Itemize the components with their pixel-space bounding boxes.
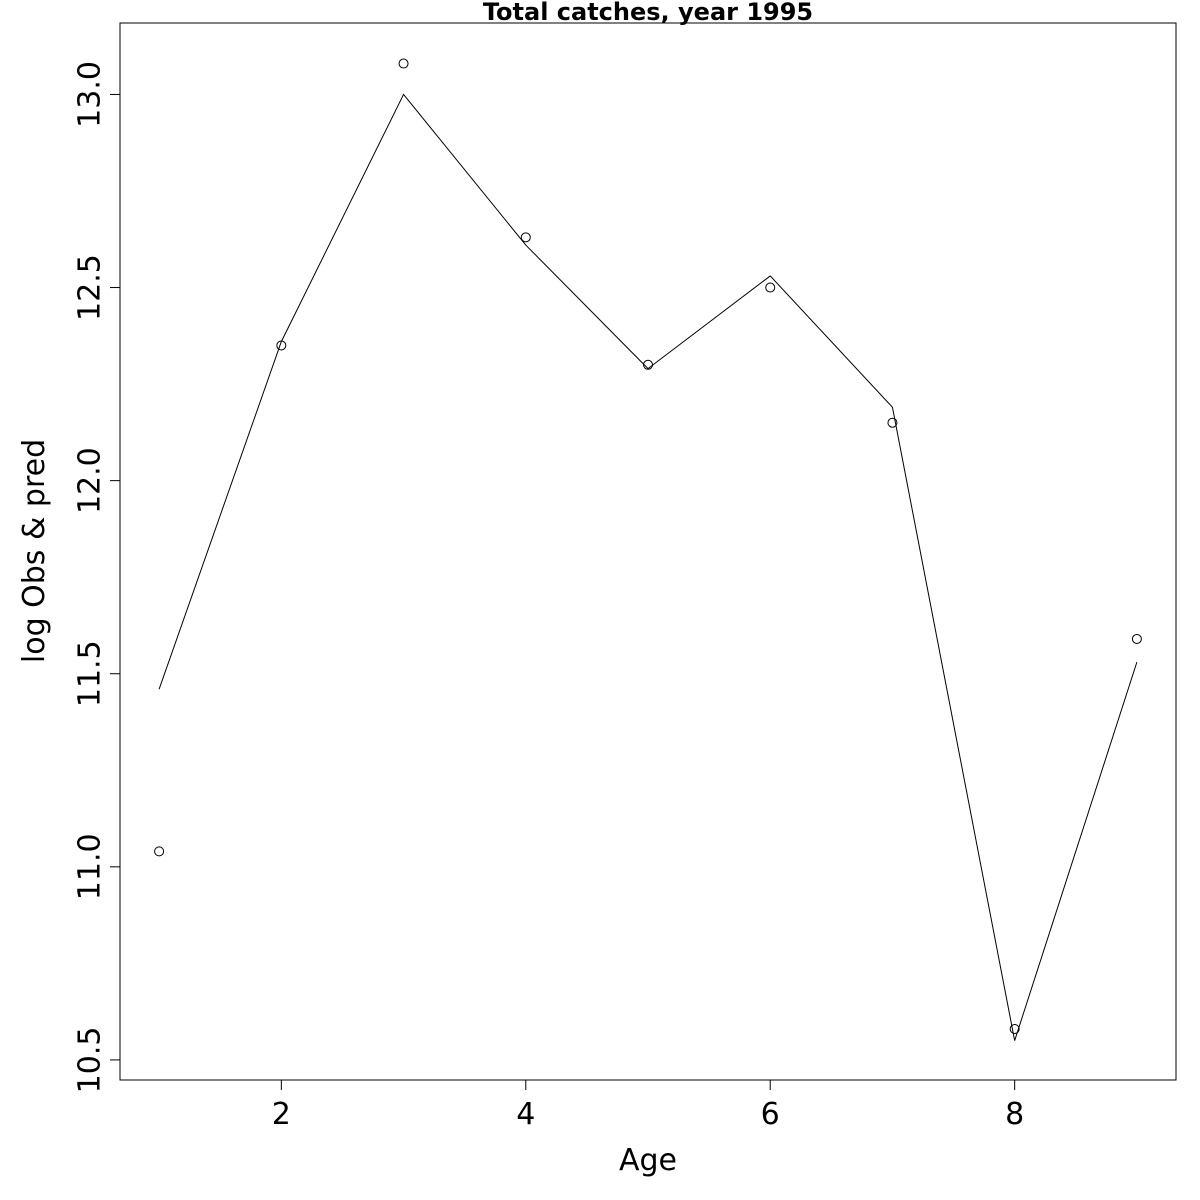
y-tick-label: 13.0 <box>73 61 108 128</box>
y-tick-label: 10.5 <box>73 1027 108 1094</box>
y-tick-label: 12.5 <box>73 254 108 321</box>
x-axis-label: Age <box>619 1143 677 1178</box>
x-tick-label: 2 <box>272 1097 291 1132</box>
observed-point <box>1009 1024 1020 1035</box>
x-tick-label: 4 <box>516 1097 535 1132</box>
observed-point <box>1131 633 1142 644</box>
y-axis-label: log Obs & pred <box>17 439 52 663</box>
observed-point <box>887 417 898 428</box>
plot-frame <box>119 22 1177 1081</box>
y-tick-label: 12.0 <box>73 447 108 514</box>
series-layer <box>154 58 1142 1041</box>
observed-point <box>520 232 531 243</box>
y-axis: 10.5 11.0 11.5 12.0 12.5 13.0 <box>73 61 121 1093</box>
observed-point <box>154 846 165 857</box>
x-tick-label: 6 <box>761 1097 780 1132</box>
x-tick-label: 8 <box>1005 1097 1024 1132</box>
observed-point <box>398 58 409 69</box>
y-tick-label: 11.0 <box>73 833 108 900</box>
x-axis: 2 4 6 8 <box>272 1079 1024 1132</box>
predicted-line <box>158 93 1138 1041</box>
chart-title: Total catches, year 1995 <box>483 0 813 26</box>
observed-point <box>765 282 776 293</box>
y-tick-label: 11.5 <box>73 640 108 707</box>
